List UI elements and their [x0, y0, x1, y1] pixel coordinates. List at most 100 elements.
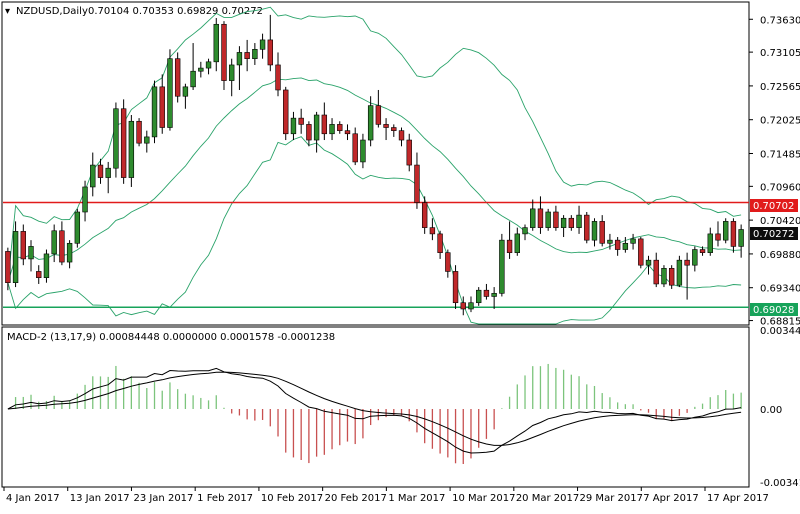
macd-axis: 0.003443 0.00 -0.003414 — [760, 326, 800, 489]
bull-candle — [167, 58, 173, 128]
bear-candle — [283, 89, 289, 135]
bull-candle — [661, 268, 667, 285]
bear-candle — [352, 133, 358, 163]
macd-header: MACD-2 (13,17,9) 0.00084448 0.0000000 0.… — [7, 332, 335, 343]
bear-candle — [406, 139, 412, 166]
date-tick-label: 10 Mar 2017 — [452, 493, 515, 504]
macd-indicator — [7, 363, 742, 464]
bear-candle — [36, 271, 42, 278]
bear-candle — [414, 164, 420, 203]
bull-candle — [692, 249, 698, 266]
bear-candle — [568, 217, 575, 228]
bull-candle — [591, 221, 598, 241]
bear-candle — [715, 233, 721, 241]
bear-candle — [159, 86, 165, 128]
price-tick-label: 0.70960 — [760, 182, 800, 193]
bull-candle — [51, 230, 57, 255]
svg-text:0.70272: 0.70272 — [753, 229, 794, 240]
bear-candle — [668, 268, 675, 286]
current-price-label: 0.70272 — [750, 227, 798, 240]
bull-candle — [329, 124, 335, 135]
bear-candle — [398, 130, 405, 141]
price-tick-label: 0.72565 — [760, 82, 800, 93]
bull-candle — [144, 136, 150, 144]
bear-candle — [375, 105, 382, 125]
macd-tick-label: 0.00 — [760, 405, 782, 416]
bear-candle — [321, 114, 328, 135]
chart-menu-icon[interactable]: ▾ — [5, 6, 10, 17]
macd-line — [7, 367, 742, 454]
bull-candle — [28, 246, 34, 260]
bull-candle — [522, 227, 528, 235]
price-tick-label: 0.73630 — [760, 15, 800, 26]
macd-tick-label: 0.003443 — [760, 326, 800, 337]
bull-candle — [151, 86, 158, 138]
bear-candle — [344, 130, 351, 135]
price-axis: 0.73630 0.73105 0.72565 0.72025 0.71485 0.709… — [749, 15, 800, 328]
bear-candle — [614, 239, 621, 250]
bear-candle — [653, 259, 659, 285]
bull-candle — [576, 214, 582, 228]
bull-candle — [198, 67, 204, 72]
horizontal-levels[interactable] — [3, 201, 749, 308]
macd-signal-line — [7, 371, 742, 446]
bear-candle — [174, 58, 181, 97]
bear-candle — [730, 221, 737, 247]
bull-candle — [205, 61, 212, 69]
bear-candle — [452, 271, 459, 304]
bear-candle — [429, 227, 436, 235]
bear-candle — [599, 221, 605, 244]
bull-candle — [252, 49, 258, 59]
bull-candle — [545, 211, 551, 228]
bear-candle — [221, 23, 227, 81]
bull-candle — [676, 259, 683, 286]
bear-candle — [5, 251, 11, 284]
date-tick-label: 7 Apr 2017 — [643, 493, 698, 504]
bull-candle — [468, 302, 474, 310]
bear-candle — [421, 202, 428, 228]
bull-candle — [514, 233, 520, 253]
support-label: 0.69028 — [750, 303, 798, 316]
bull-candle — [630, 238, 636, 244]
date-tick-label: 1 Feb 2017 — [197, 493, 253, 504]
bear-candle — [638, 238, 644, 266]
bull-candle — [476, 289, 482, 304]
bull-candle — [113, 108, 119, 169]
bull-candle — [491, 293, 497, 297]
bull-candle — [105, 167, 111, 178]
bull-candle — [560, 217, 567, 228]
bear-candle — [584, 214, 590, 241]
date-tick-label: 4 Jan 2017 — [6, 493, 60, 504]
bear-candle — [267, 39, 273, 66]
price-tick-label: 0.69340 — [760, 284, 800, 295]
date-tick-label: 17 Apr 2017 — [707, 493, 769, 504]
bear-candle — [445, 252, 451, 272]
bull-candle — [707, 233, 713, 253]
bull-candle — [645, 259, 652, 266]
date-tick-label: 10 Feb 2017 — [261, 493, 323, 504]
bear-candle — [59, 230, 65, 263]
bear-candle — [97, 164, 104, 178]
date-tick-label: 20 Mar 2017 — [516, 493, 579, 504]
bear-candle — [20, 231, 26, 260]
bull-candle — [622, 242, 629, 250]
resistance-label: 0.70702 — [750, 199, 798, 212]
price-tick-label: 0.72025 — [760, 116, 800, 127]
bull-candle — [229, 64, 235, 81]
bull-candle — [259, 39, 266, 50]
bull-candle — [82, 186, 88, 213]
price-pane-frame — [1, 1, 750, 326]
date-tick-label: 1 Mar 2017 — [388, 493, 445, 504]
bull-candle — [367, 105, 374, 141]
bull-candle — [66, 242, 73, 263]
ohlc-values: 0.70104 0.70353 0.69829 0.70272 — [88, 6, 263, 17]
bull-candle — [43, 253, 50, 278]
bull-candle — [360, 139, 366, 163]
bull-candle — [723, 221, 729, 241]
price-tick-label: 0.73105 — [760, 48, 800, 59]
bull-candle — [738, 229, 744, 247]
bull-candle — [128, 120, 135, 178]
bull-candle — [182, 86, 189, 97]
